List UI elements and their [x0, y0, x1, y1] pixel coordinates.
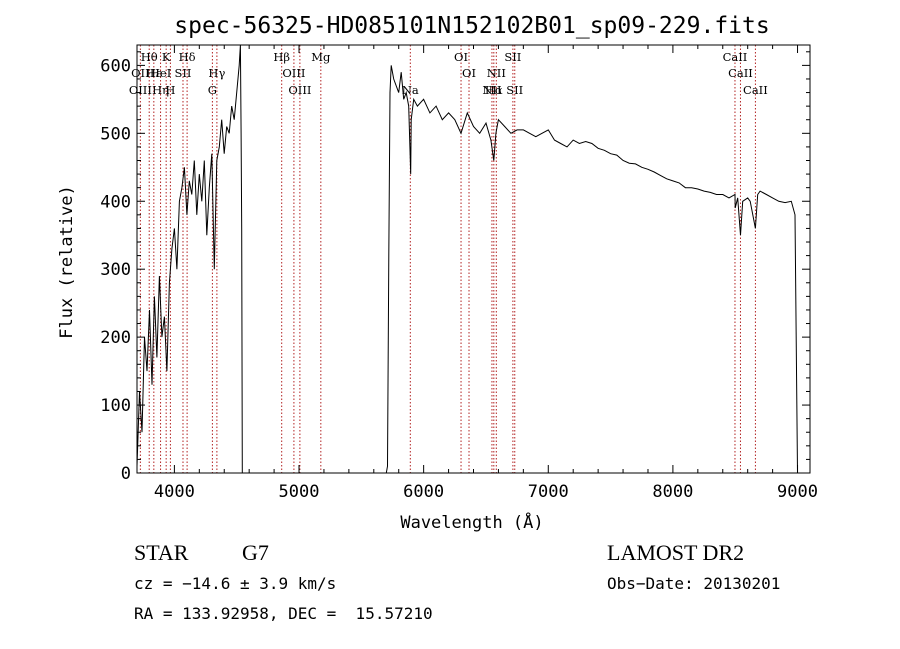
- y-tick-label: 0: [121, 464, 131, 484]
- line-label: Hθ: [141, 50, 158, 64]
- x-tick-label: 4000: [154, 482, 195, 502]
- redshift-cz: cz = −14.6 ± 3.9 km/s: [134, 574, 337, 593]
- ra-dec-coordinates: RA = 133.92958, DEC = 15.57210: [134, 604, 433, 623]
- axis-ticks: 4000 5000 6000 7000 8000 9000 0 100 200 300 400 500…: [100, 45, 818, 502]
- y-tick-label: 200: [100, 328, 131, 348]
- line-label: Hγ: [208, 66, 225, 80]
- y-tick-label: 300: [100, 260, 131, 280]
- chart-title: spec-56325-HD085101N152102B01_sp09-229.f…: [174, 13, 769, 39]
- plot-frame: [136, 44, 811, 474]
- object-subclass: G7: [242, 540, 269, 565]
- line-labels: Hθ OII OIII Hε Hη K HeI H Hδ SII Hγ G Hβ OIII OIII Mg Na…: [129, 50, 768, 97]
- x-tick-label: 6000: [403, 482, 444, 502]
- line-label: H: [165, 83, 175, 97]
- line-label: OII: [131, 66, 150, 80]
- survey-name: LAMOST DR2: [607, 540, 745, 565]
- x-tick-label: 9000: [777, 482, 818, 502]
- x-tick-label: 7000: [528, 482, 569, 502]
- x-axis-label: Wavelength (Å): [400, 511, 543, 533]
- spectrum-line: [136, 44, 798, 474]
- line-label: Hα: [485, 83, 503, 97]
- line-label: OIII: [288, 83, 311, 97]
- line-label: OIII: [282, 66, 305, 80]
- line-label: Hβ: [273, 50, 290, 64]
- y-tick-label: 500: [100, 124, 131, 144]
- y-tick-label: 400: [100, 192, 131, 212]
- line-label: CaII: [743, 83, 768, 97]
- object-class: STAR: [134, 540, 189, 565]
- spectrum-chart: spec-56325-HD085101N152102B01_sp09-229.f…: [57, 13, 818, 533]
- line-label: OI: [454, 50, 468, 64]
- line-label: OI: [462, 66, 476, 80]
- line-label: SII: [504, 50, 521, 64]
- line-label: CaII: [723, 50, 748, 64]
- line-label: NII: [487, 66, 506, 80]
- line-label: K: [162, 50, 171, 64]
- observation-date: Obs−Date: 20130201: [607, 574, 781, 593]
- y-tick-label: 100: [100, 396, 131, 416]
- line-label: Na: [402, 83, 419, 97]
- x-tick-label: 8000: [652, 482, 693, 502]
- line-label: SII: [175, 66, 192, 80]
- line-label: HeI: [150, 66, 171, 80]
- line-label: Mg: [311, 50, 331, 64]
- line-label: SII: [506, 83, 523, 97]
- line-label: OIII: [129, 83, 152, 97]
- line-label: G: [208, 83, 217, 97]
- y-axis-label: Flux (relative): [57, 185, 77, 339]
- line-label: Hε: [146, 66, 162, 80]
- line-label: Hδ: [179, 50, 196, 64]
- line-label: Hη: [152, 83, 169, 97]
- x-tick-label: 5000: [279, 482, 320, 502]
- y-tick-label: 600: [100, 56, 131, 76]
- line-label: CaII: [728, 66, 753, 80]
- emission-line-markers: [139, 45, 756, 473]
- line-label: NII: [482, 83, 501, 97]
